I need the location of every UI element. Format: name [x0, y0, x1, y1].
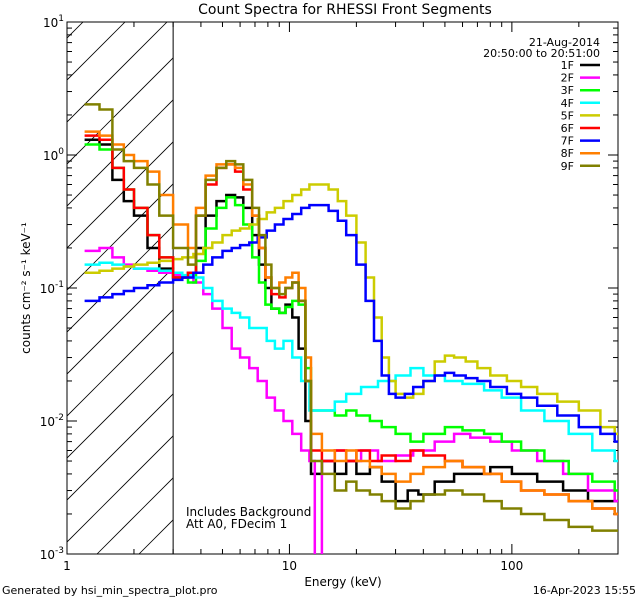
y-tick-label: 10-2: [40, 413, 64, 429]
svg-text:101: 101: [43, 14, 64, 30]
hatch-line: [67, 351, 174, 459]
hatch-line: [67, 267, 174, 375]
svg-text:10-1: 10-1: [40, 280, 64, 296]
legend-label-4F: 4F: [561, 97, 574, 110]
y-tick-label: 10-3: [40, 546, 64, 562]
hatch-line: [349, 0, 640, 554]
series-line-4F: [84, 261, 618, 463]
svg-text:10-2: 10-2: [40, 413, 64, 429]
x-tick-label: 10: [282, 559, 297, 573]
legend-time-range: 20:50:00 to 20:51:00: [483, 47, 600, 60]
y-tick-label: 101: [43, 14, 64, 30]
axis-ticks: [66, 22, 619, 555]
hatch-line: [0, 0, 67, 554]
hatch-line: [67, 393, 174, 501]
legend-label-9F: 9F: [561, 160, 574, 173]
hatch-line: [67, 22, 168, 123]
legend-label-3F: 3F: [561, 84, 574, 97]
chart-title: Count Spectra for RHESSI Front Segments: [198, 2, 492, 18]
legend-label-1F: 1F: [561, 59, 574, 72]
hatch-line: [67, 435, 174, 543]
generated-by-note: Generated by hsi_min_spectra_plot.pro: [2, 584, 218, 597]
legend-label-5F: 5F: [561, 109, 574, 122]
legend-label-2F: 2F: [561, 72, 574, 85]
y-axis-label: counts cm⁻² s⁻¹ keV⁻¹: [19, 222, 33, 354]
legend-label-7F: 7F: [561, 135, 574, 148]
annotation-attenuator: Att A0, FDecim 1: [186, 517, 287, 531]
y-tick-label: 10-1: [40, 280, 64, 296]
legend-label-8F: 8F: [561, 147, 574, 160]
legend-date: 21-Aug-2014: [529, 36, 600, 49]
series-line-3F: [84, 143, 618, 492]
excluded-region-hatch: [0, 0, 640, 554]
timestamp: 16-Apr-2023 15:55: [532, 584, 636, 597]
series-line-7F: [84, 203, 618, 443]
hatch-line: [475, 0, 640, 554]
legend-label-6F: 6F: [561, 122, 574, 135]
hatch-line: [601, 0, 640, 554]
hatch-line: [67, 225, 174, 333]
series-line-9F: [84, 103, 618, 532]
series-lines: [84, 103, 618, 554]
x-tick-label: 100: [500, 559, 523, 573]
hatch-line: [67, 22, 126, 81]
x-axis-label: Energy (keV): [304, 575, 381, 589]
hatch-line: [517, 0, 640, 554]
hatch-line: [0, 0, 109, 554]
y-tick-label: 100: [43, 147, 64, 163]
hatch-line: [391, 0, 640, 554]
series-line-5F: [84, 183, 618, 436]
svg-text:100: 100: [43, 147, 64, 163]
hatch-line: [67, 183, 174, 291]
svg-text:10-3: 10-3: [40, 546, 64, 562]
x-tick-label: 1: [63, 559, 71, 573]
hatch-line: [433, 0, 640, 554]
annotation-background: Includes Background: [186, 505, 311, 519]
